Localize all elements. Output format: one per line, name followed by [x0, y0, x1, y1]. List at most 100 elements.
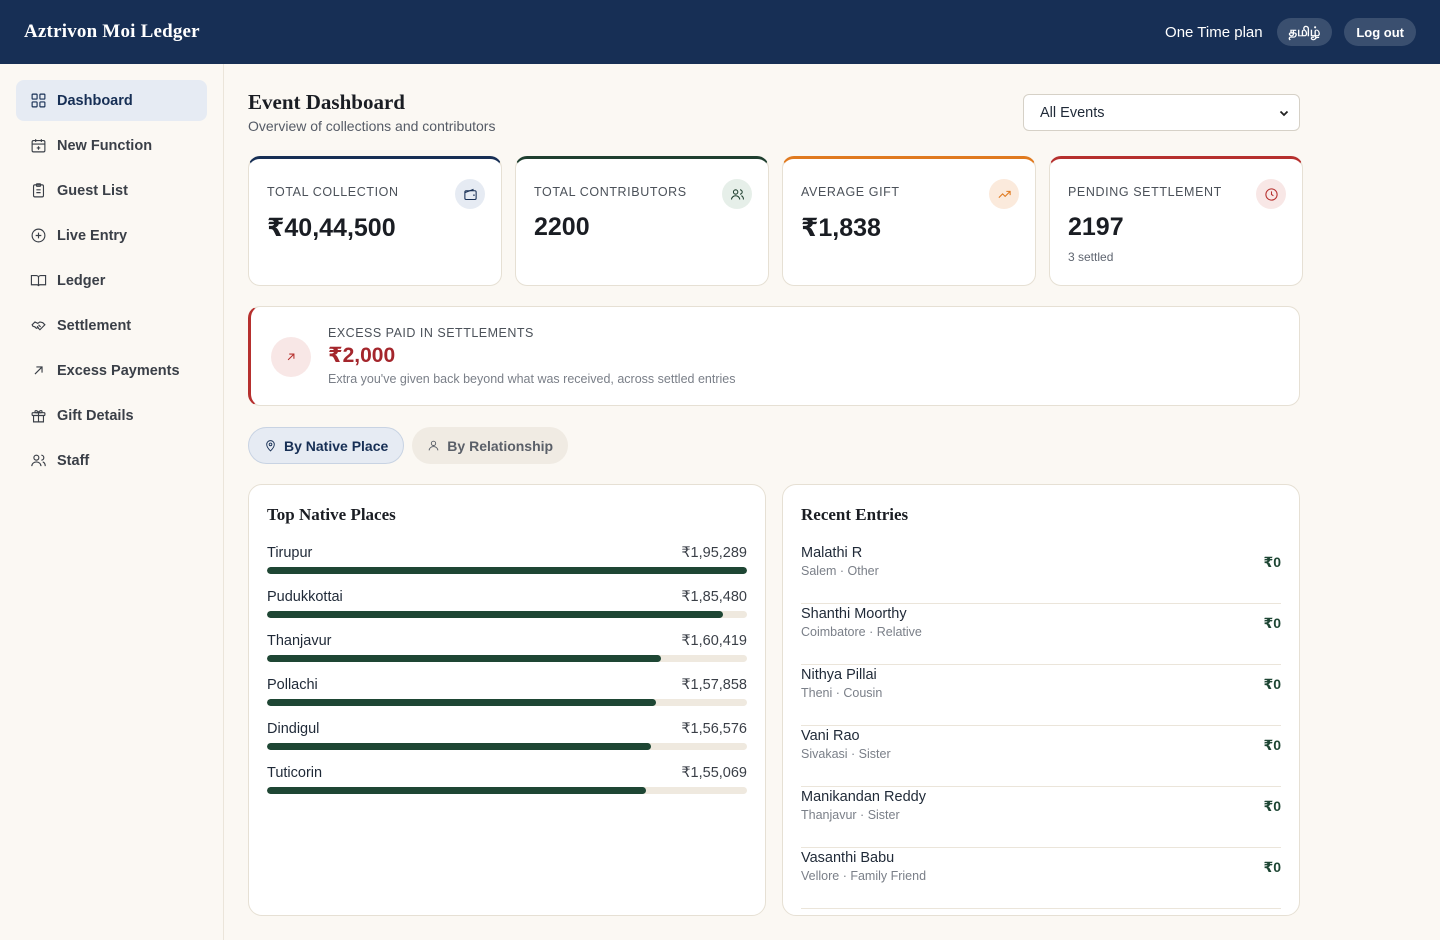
view-toggle-group: By Native Place By Relationship [248, 427, 569, 464]
progress-track [267, 787, 747, 794]
entry-name: Manikandan Reddy [801, 789, 926, 805]
book-icon [30, 274, 47, 287]
stat-value: 2197 [1068, 213, 1124, 241]
list-item[interactable]: Nithya Pillai Theni · Cousin ₹0 [801, 665, 1281, 726]
list-item: Thanjavur ₹1,60,419 [267, 633, 747, 677]
sidebar-item-excess-payments[interactable]: Excess Payments [16, 350, 207, 391]
progress-bar-fill [267, 743, 651, 750]
excess-value: ₹2,000 [328, 344, 396, 367]
progress-track [267, 655, 747, 662]
sidebar-item-label: Excess Payments [57, 362, 180, 379]
excess-note: Extra you've given back beyond what was … [328, 372, 736, 386]
place-name: Tirupur [267, 545, 313, 561]
stat-value: ₹1,838 [801, 214, 881, 242]
stat-label: PENDING SETTLEMENT [1068, 185, 1222, 199]
arrow-up-right-icon [34, 366, 43, 375]
sidebar-item-new-function[interactable]: New Function [16, 125, 207, 166]
page-subtitle: Overview of collections and contributors [248, 118, 496, 134]
wallet-icon [455, 179, 485, 209]
sidebar-item-gift-details[interactable]: Gift Details [16, 395, 207, 436]
sidebar-item-ledger[interactable]: Ledger [16, 260, 207, 301]
logout-button[interactable]: Log out [1344, 18, 1416, 46]
list-item[interactable]: Manikandan Reddy Thanjavur · Sister ₹0 [801, 787, 1281, 848]
trending-up-icon [989, 179, 1019, 209]
stat-label: TOTAL CONTRIBUTORS [534, 185, 687, 199]
entry-meta: Coimbatore · Relative [801, 625, 922, 639]
gift-icon [31, 410, 46, 423]
top-bar: Aztrivon Moi Ledger One Time plan தமிழ் … [0, 0, 1440, 64]
page-title: Event Dashboard [248, 90, 405, 114]
sidebar-item-guest-list[interactable]: Guest List [16, 170, 207, 211]
place-amount: ₹1,60,419 [681, 633, 747, 649]
list-item: Pollachi ₹1,57,858 [267, 677, 747, 721]
language-button[interactable]: தமிழ் [1276, 18, 1333, 46]
toggle-by-relationship[interactable]: By Relationship [412, 427, 569, 464]
plus-circle-icon [31, 228, 46, 243]
toggle-label: By Relationship [447, 437, 554, 454]
entry-meta: Salem · Other [801, 564, 879, 578]
app-brand[interactable]: Aztrivon Moi Ledger [24, 21, 200, 42]
entry-amount: ₹0 [1263, 615, 1281, 631]
stat-card-average-gift: AVERAGE GIFT ₹1,838 [782, 156, 1036, 286]
progress-bar-fill [267, 699, 656, 706]
sidebar-item-label: Dashboard [57, 92, 133, 109]
sidebar-item-label: Gift Details [57, 407, 134, 424]
toggle-by-native-place[interactable]: By Native Place [248, 427, 405, 464]
place-name: Pudukkottai [267, 589, 343, 605]
list-item[interactable]: Vasanthi Babu Vellore · Family Friend ₹0 [801, 848, 1281, 909]
sidebar-item-settlement[interactable]: Settlement [16, 305, 207, 346]
user-icon [429, 440, 439, 451]
plan-label: One Time plan [1165, 23, 1263, 41]
progress-bar-fill [267, 567, 747, 574]
panel-title: Top Native Places [267, 505, 396, 524]
grid-icon [31, 93, 46, 108]
sidebar-item-label: Settlement [57, 317, 132, 334]
sidebar-item-label: Staff [57, 452, 90, 469]
entry-meta: Thanjavur · Sister [801, 808, 900, 822]
place-amount: ₹1,57,858 [681, 677, 747, 693]
place-amount: ₹1,55,069 [681, 765, 747, 781]
recent-entries-list: Malathi R Salem · Other ₹0 Shanthi Moort… [801, 543, 1281, 909]
calendar-plus-icon [31, 139, 46, 153]
entry-name: Vani Rao [801, 728, 860, 744]
sidebar-item-live-entry[interactable]: Live Entry [16, 215, 207, 256]
place-amount: ₹1,85,480 [681, 589, 747, 605]
sidebar-item-dashboard[interactable]: Dashboard [16, 80, 207, 121]
event-select[interactable]: All Events [1023, 94, 1300, 131]
progress-bar-fill [267, 611, 723, 618]
list-item[interactable]: Shanthi Moorthy Coimbatore · Relative ₹0 [801, 604, 1281, 665]
list-item: Dindigul ₹1,56,576 [267, 721, 747, 765]
excess-paid-card: EXCESS PAID IN SETTLEMENTS ₹2,000 Extra … [248, 306, 1300, 406]
entry-amount: ₹0 [1263, 676, 1281, 692]
progress-track [267, 699, 747, 706]
entry-amount: ₹0 [1263, 554, 1281, 570]
stat-card-total-contributors: TOTAL CONTRIBUTORS 2200 [515, 156, 769, 286]
list-item: Tirupur ₹1,95,289 [267, 545, 747, 589]
native-places-list: Tirupur ₹1,95,289 Pudukkottai ₹1,85,480 Th… [267, 545, 747, 809]
stat-label: TOTAL COLLECTION [267, 185, 399, 199]
toggle-label: By Native Place [284, 437, 389, 454]
progress-bar-fill [267, 787, 647, 794]
progress-track [267, 743, 747, 750]
sidebar-item-label: Live Entry [57, 227, 128, 244]
list-item[interactable]: Vani Rao Sivakasi · Sister ₹0 [801, 726, 1281, 787]
list-item[interactable]: Malathi R Salem · Other ₹0 [801, 543, 1281, 604]
entry-meta: Vellore · Family Friend [801, 869, 927, 883]
stat-label: AVERAGE GIFT [801, 185, 900, 199]
entry-amount: ₹0 [1263, 737, 1281, 753]
handshake-icon [31, 321, 46, 331]
clipboard-icon [32, 183, 45, 198]
users-icon [31, 454, 46, 467]
top-actions: One Time plan தமிழ் Log out [1165, 18, 1416, 46]
progress-bar-fill [267, 655, 661, 662]
progress-track [267, 567, 747, 574]
top-native-places-panel: Top Native Places Tirupur ₹1,95,289 Puduk… [248, 484, 766, 916]
sidebar-item-staff[interactable]: Staff [16, 440, 207, 481]
sidebar-item-label: Guest List [57, 182, 128, 199]
chevron-down-icon [1279, 110, 1289, 116]
sidebar-item-label: Ledger [57, 272, 106, 289]
place-amount: ₹1,95,289 [681, 545, 747, 561]
entry-amount: ₹0 [1263, 859, 1281, 875]
progress-track [267, 611, 747, 618]
place-name: Pollachi [267, 677, 318, 693]
